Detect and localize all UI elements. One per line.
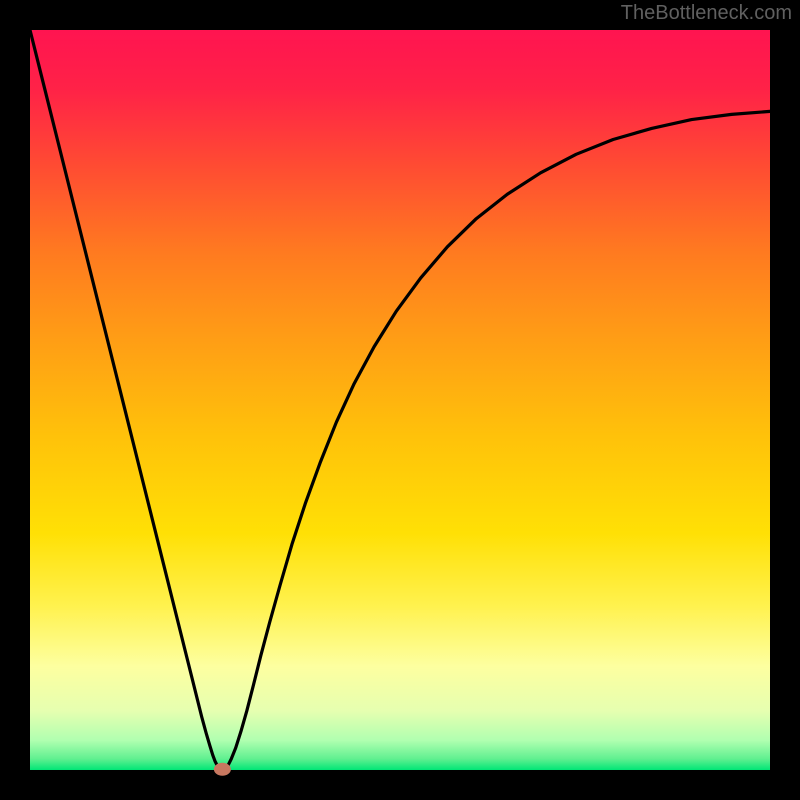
chart-svg [0, 0, 800, 800]
bottleneck-chart: TheBottleneck.com [0, 0, 800, 800]
watermark-text: TheBottleneck.com [621, 2, 792, 25]
